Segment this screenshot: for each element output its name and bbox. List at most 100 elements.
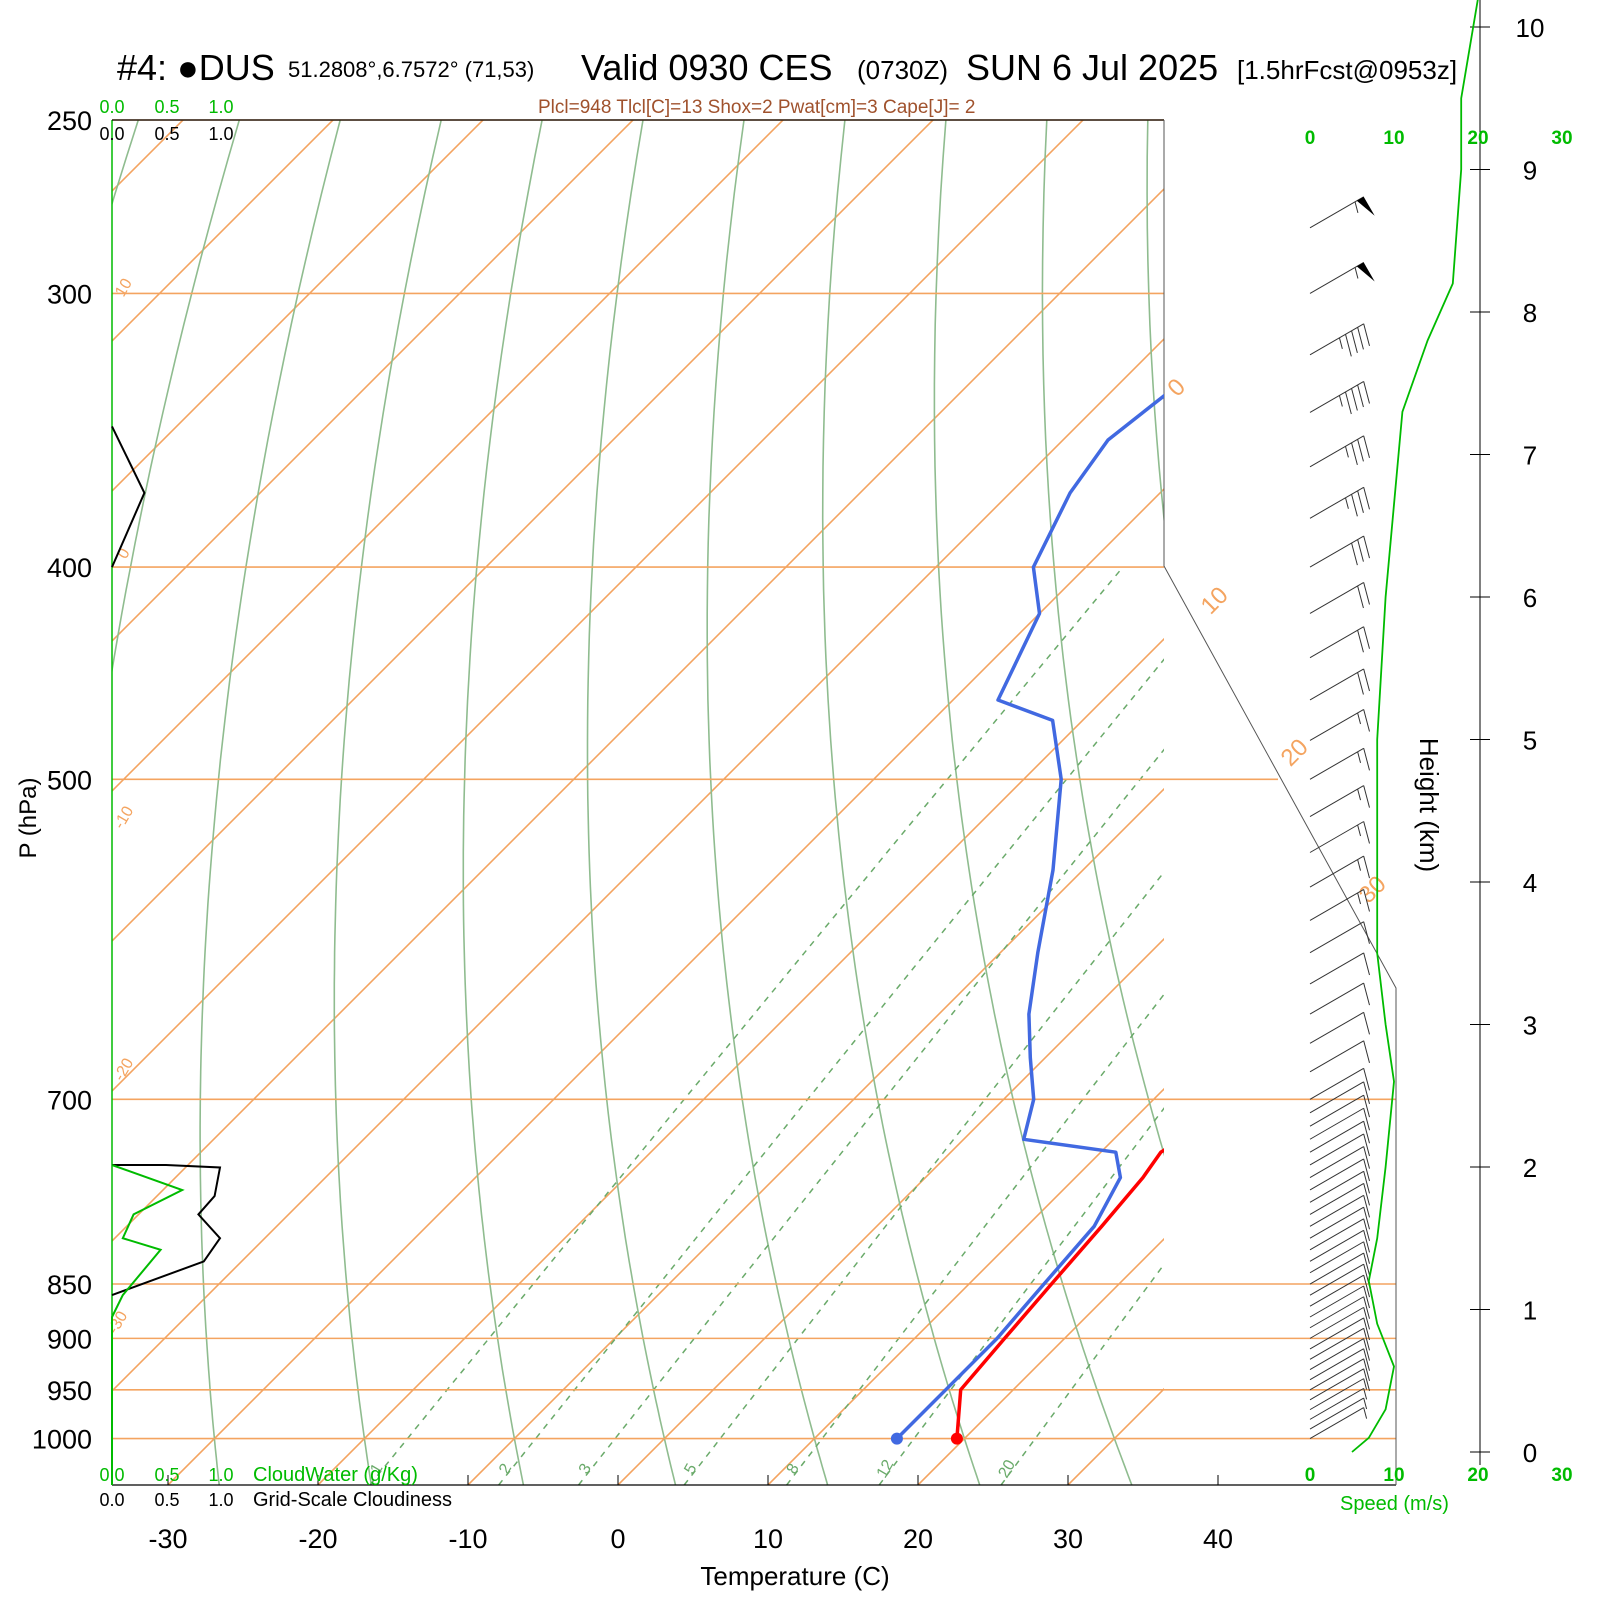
wind-barb: [1309, 982, 1370, 1015]
barb-staff: [1309, 1218, 1364, 1251]
wind-barb: [1309, 626, 1370, 659]
isotherm-line: [917, 1237, 1164, 1485]
isotherm-line: [112, 120, 634, 643]
height-tick-label: 3: [1523, 1011, 1537, 1041]
mixing-ratio-label: 8: [784, 1461, 803, 1477]
wind-barb: [1309, 1387, 1368, 1420]
height-tick-label: 8: [1523, 298, 1537, 328]
forecast-label: [1.5hrFcst@0953z]: [1237, 55, 1457, 85]
barb-full: [1363, 855, 1370, 879]
wind-barb: [1309, 323, 1370, 357]
barb-half: [1338, 337, 1343, 349]
barb-full: [1363, 1285, 1370, 1309]
barb-full: [1363, 1195, 1370, 1218]
barb-full: [1363, 1230, 1370, 1253]
isotherm-line: [617, 937, 1164, 1485]
barb-staff: [1309, 1263, 1364, 1296]
barb-full: [1363, 1040, 1370, 1063]
barb-full: [1345, 391, 1352, 415]
barb-flag: [1356, 262, 1375, 282]
cloud-water-top-tick: 1.0: [208, 97, 233, 117]
barb-full: [1363, 582, 1370, 605]
dry-adiabat-line: [1350, 120, 1600, 1485]
mixing-ratio-line: [786, 993, 1164, 1485]
wind-barb: [1309, 1011, 1370, 1044]
wind-barb: [1309, 1182, 1370, 1215]
wind-barb: [1309, 1263, 1370, 1296]
dry-adiabat-line: [462, 120, 543, 1485]
barb-staff: [1309, 1407, 1364, 1440]
dewpoint-surface-dot: [890, 1432, 903, 1445]
barb-staff: [1309, 785, 1364, 818]
barb-full: [1363, 1133, 1370, 1157]
barb-full: [1345, 334, 1352, 357]
speed-bottom-tick: 30: [1551, 1465, 1572, 1486]
height-tick-label: 0: [1523, 1438, 1537, 1468]
wind-barb: [1309, 1348, 1370, 1381]
dry-adiabat-line: [199, 120, 341, 1485]
barb-full: [1357, 539, 1364, 562]
isotherm-line: [317, 637, 1164, 1485]
sounding-traces: [890, 393, 1164, 1445]
dry-adiabat-line: [112, 120, 241, 676]
cloud-water-top-tick: 0.0: [99, 97, 124, 117]
barb-half: [1363, 1378, 1368, 1390]
barb-full: [1363, 435, 1370, 459]
wind-barb: [1309, 1206, 1370, 1239]
wind-barb: [1309, 889, 1370, 921]
y-axis-title: P (hPa): [15, 778, 42, 859]
barb-full: [1363, 1307, 1370, 1330]
isotherm-line: [112, 120, 484, 493]
temperature-tick-label: 40: [1203, 1524, 1233, 1554]
barb-staff: [1309, 855, 1364, 888]
barb-half: [1345, 497, 1349, 509]
cloud-water-top-tick: 0.5: [154, 97, 179, 117]
speed-bottom-tick: 0: [1305, 1465, 1316, 1486]
wind-barb: [1309, 1170, 1370, 1203]
wind-barb: [1309, 196, 1375, 229]
barb-half: [1354, 267, 1359, 279]
barb-staff: [1309, 196, 1364, 229]
barb-full: [1363, 381, 1370, 404]
wind-barb: [1309, 1146, 1370, 1178]
wind-barb: [1309, 1107, 1370, 1140]
barb-full: [1363, 821, 1370, 844]
barb-full: [1363, 1158, 1370, 1182]
barb-staff: [1309, 1170, 1364, 1203]
barb-staff: [1309, 1120, 1364, 1153]
height-axis: 0 1 2 3 4 5 6 7 8 9 10: [1470, 0, 1544, 1468]
barb-full: [1363, 1095, 1370, 1118]
cloudiness-bottom-tick: 0.0: [99, 1490, 124, 1510]
barb-full: [1363, 323, 1370, 346]
isotherm-line: [467, 787, 1164, 1485]
barb-half: [1354, 201, 1359, 213]
barb-staff: [1309, 1194, 1364, 1227]
grid-labels: 1 2 3 5 8 12 202503004005007008509009501000-30…: [32, 106, 1392, 1554]
barb-staff: [1309, 1397, 1364, 1430]
wind-barb: [1309, 1306, 1370, 1339]
wind-barb: [1309, 1133, 1370, 1166]
wind-barb: [1309, 821, 1370, 853]
barb-full: [1363, 1275, 1370, 1298]
wind-barb: [1309, 952, 1370, 985]
isotherm-line: [1368, 120, 1600, 1485]
x-axis-title: Temperature (C): [700, 1561, 889, 1591]
temperature-surface-dot: [950, 1432, 963, 1445]
barb-staff: [1309, 486, 1364, 519]
barb-full: [1363, 1081, 1370, 1105]
cloud-water-bottom-tick: 1.0: [208, 1465, 233, 1485]
barb-staff: [1309, 1146, 1364, 1178]
height-tick-label: 2: [1523, 1153, 1537, 1183]
barb-full: [1363, 1317, 1370, 1341]
height-tick-label: 4: [1523, 868, 1537, 898]
valid-z-label: (0730Z): [857, 55, 948, 85]
barb-staff: [1309, 889, 1364, 921]
height-tick-label: 6: [1523, 583, 1537, 613]
wind-barb: [1309, 435, 1370, 468]
height-axis-title: Height (km): [1414, 738, 1444, 872]
barb-half: [1357, 712, 1362, 725]
wind-barb: [1309, 1252, 1370, 1285]
speed-top-tick: 30: [1551, 128, 1572, 149]
wind-barb: [1309, 1397, 1368, 1430]
